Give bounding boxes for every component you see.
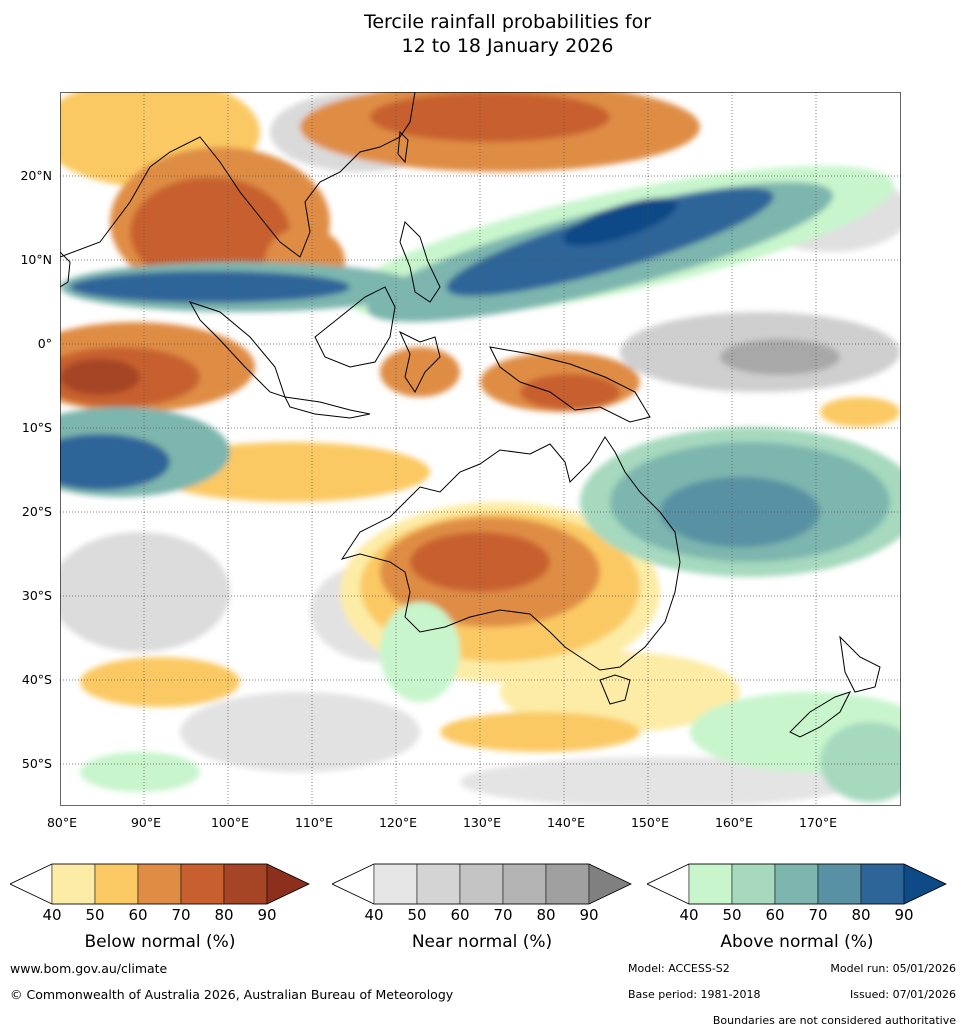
borneo-coastline [314, 286, 396, 368]
colorbar-swatch-near-70-80 [502, 863, 547, 905]
colorbar-swatch-above-40-50 [688, 863, 733, 905]
colorbar-swatch-near-gt90 [588, 863, 632, 905]
philippines-coastline [399, 221, 441, 303]
colorbar-swatch-above-gt90 [903, 863, 947, 905]
legend-below-tick-60: 60 [128, 906, 148, 924]
probability-field [60, 92, 901, 806]
colorbar-swatch-below-gt90 [266, 863, 310, 905]
lon-label-90e: 90°E [130, 815, 162, 830]
colorbar-swatch-below-80-90 [223, 863, 268, 905]
legend-below-tick-80: 80 [214, 906, 234, 924]
lat-label-0: 0° [37, 336, 52, 351]
lon-label-80e: 80°E [46, 815, 78, 830]
legend-above-caption: Above normal (%) [720, 932, 874, 952]
legend-below-tick-90: 90 [257, 906, 277, 924]
colorbar-swatch-below-70-80 [180, 863, 225, 905]
lon-label-120e: 120°E [378, 815, 417, 830]
lat-label-10s: 10°S [21, 420, 52, 435]
coastlines [60, 92, 881, 738]
legend-below-tick-50: 50 [85, 906, 105, 924]
legend-above-tick-40: 40 [679, 906, 699, 924]
colorbar-swatch-near-40-50 [373, 863, 418, 905]
legend-above-normal: 40 50 60 70 80 90 Above normal (%) [646, 862, 947, 952]
lat-label-30s: 30°S [21, 588, 52, 603]
legend-near-tick-80: 80 [536, 906, 556, 924]
legend-above-tick-80: 80 [851, 906, 871, 924]
colorbar-swatch-near-60-70 [459, 863, 504, 905]
legend-near-tick-60: 60 [450, 906, 470, 924]
rainfall-map [60, 92, 901, 806]
colorbar-swatch-near-lt40 [331, 863, 375, 905]
legend-below-normal: 40 50 60 70 80 90 Below normal (%) [9, 862, 310, 952]
boundaries-disclaimer: Boundaries are not considered authoritat… [712, 1014, 956, 1027]
graticule [60, 92, 901, 806]
lat-label-40s: 40°S [21, 672, 52, 687]
legend-below-caption: Below normal (%) [84, 932, 236, 952]
legend-above-tick-60: 60 [765, 906, 785, 924]
lon-label-130e: 130°E [462, 815, 501, 830]
taiwan-coastline [397, 130, 409, 164]
colorbar-swatch-above-50-60 [731, 863, 776, 905]
model-name: Model: ACCESS-S2 [628, 962, 730, 975]
colorbar-swatch-above-70-80 [817, 863, 862, 905]
lat-label-50s: 50°S [21, 756, 52, 771]
map-frame [60, 92, 901, 806]
title-line-2: 12 to 18 January 2026 [401, 35, 614, 57]
issued-date: Issued: 07/01/2026 [849, 988, 956, 1001]
map-canvas [60, 92, 901, 806]
title-line-1: Tercile rainfall probabilities for [363, 11, 652, 33]
legend-above-tick-70: 70 [808, 906, 828, 924]
new-zealand-south-coastline [789, 691, 851, 738]
new-guinea-coastline [489, 346, 651, 423]
colorbar-swatch-below-40-50 [51, 863, 96, 905]
lon-label-100e: 100°E [210, 815, 249, 830]
lat-label-20s: 20°S [21, 504, 52, 519]
sumatra-coastline [188, 301, 286, 398]
colorbar-swatch-below-lt40 [9, 863, 53, 905]
lat-label-20n: 20°N [20, 168, 52, 183]
sulawesi-coastline [398, 330, 441, 393]
colorbar-swatch-above-60-70 [774, 863, 819, 905]
legend-near-tick-50: 50 [407, 906, 427, 924]
colorbar-swatch-below-60-70 [137, 863, 182, 905]
lon-label-170e: 170°E [798, 815, 837, 830]
map-title: Tercile rainfall probabilities for 12 to… [0, 10, 965, 58]
new-zealand-north-coastline [839, 635, 881, 693]
website-link[interactable]: www.bom.gov.au/climate [10, 961, 168, 976]
tasmania-coastline [599, 674, 631, 705]
lat-label-10n: 10°N [20, 252, 52, 267]
australia-coastline [340, 436, 681, 671]
colorbar-below-normal [9, 863, 310, 905]
legend-near-normal: 40 50 60 70 80 90 Near normal (%) [331, 862, 632, 952]
colorbar-near-normal [331, 863, 632, 905]
colorbar-swatch-near-80-90 [545, 863, 590, 905]
java-coastline [284, 396, 371, 419]
lon-label-110e: 110°E [294, 815, 333, 830]
legend-below-tick-40: 40 [42, 906, 62, 924]
legend-above-tick-50: 50 [722, 906, 742, 924]
colorbar-swatch-above-lt40 [646, 863, 690, 905]
asia-mainland-coastline [60, 92, 416, 258]
colorbar-swatch-near-50-60 [416, 863, 461, 905]
legend-near-tick-40: 40 [364, 906, 384, 924]
lon-label-150e: 150°E [630, 815, 669, 830]
legend-near-caption: Near normal (%) [411, 932, 553, 952]
legend-near-tick-90: 90 [579, 906, 599, 924]
legend-near-tick-70: 70 [493, 906, 513, 924]
copyright-text: © Commonwealth of Australia 2026, Austra… [10, 987, 454, 1002]
lon-label-140e: 140°E [546, 815, 585, 830]
legend-above-tick-90: 90 [894, 906, 914, 924]
colorbar-above-normal [646, 863, 947, 905]
lon-label-160e: 160°E [714, 815, 753, 830]
colorbar-swatch-below-50-60 [94, 863, 139, 905]
model-run-date: Model run: 05/01/2026 [830, 962, 956, 975]
legend-below-tick-70: 70 [171, 906, 191, 924]
base-period: Base period: 1981-2018 [628, 988, 761, 1001]
sri-lanka-coastline [60, 251, 71, 288]
colorbar-swatch-above-80-90 [860, 863, 905, 905]
